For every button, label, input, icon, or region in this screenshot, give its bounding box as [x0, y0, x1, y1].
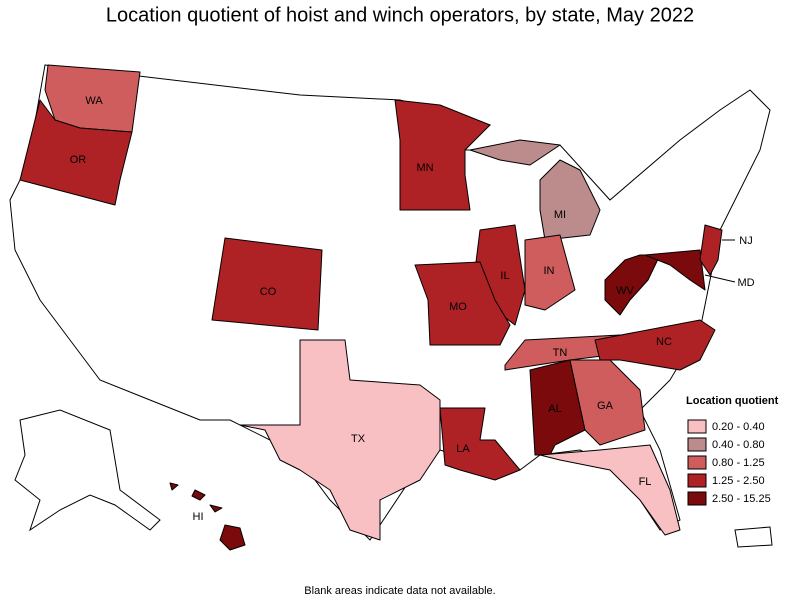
state-label: TN	[553, 347, 568, 359]
footnote: Blank areas indicate data not available.	[304, 585, 495, 597]
legend-label: 1.25 - 2.50	[712, 475, 765, 487]
state	[19, 99, 133, 206]
state	[524, 234, 576, 311]
state-label: MI	[554, 209, 566, 221]
state	[539, 444, 681, 536]
title: Location quotient of hoist and winch ope…	[106, 4, 694, 26]
legend-swatch	[687, 455, 707, 470]
legend-title: Location quotient	[686, 395, 779, 407]
state	[211, 237, 323, 331]
legend-swatch	[687, 473, 707, 488]
state-label: CO	[260, 286, 277, 298]
state	[239, 339, 441, 541]
state	[439, 407, 521, 481]
legend-swatch	[687, 437, 707, 452]
state-label: FL	[639, 476, 652, 488]
state-label: HI	[193, 511, 204, 523]
legend-label: 2.50 - 15.25	[712, 493, 771, 505]
state	[169, 482, 246, 551]
state-label: LA	[456, 443, 470, 455]
state-label: MD	[737, 277, 754, 289]
state-label: TX	[351, 433, 366, 445]
legend-swatch	[687, 419, 707, 434]
state-label: OR	[70, 154, 87, 166]
leader-line	[704, 274, 736, 283]
puerto-rico	[734, 526, 773, 548]
state-label: MN	[416, 162, 433, 174]
state	[469, 139, 601, 241]
state-label: MO	[449, 301, 467, 313]
state-label: NJ	[739, 235, 752, 247]
state	[604, 254, 661, 316]
state-label: WV	[616, 285, 634, 297]
state-label: NC	[656, 336, 672, 348]
state-label: AL	[548, 403, 561, 415]
legend-label: 0.80 - 1.25	[712, 457, 765, 469]
state-label: IL	[500, 270, 509, 282]
state	[699, 224, 723, 276]
state	[414, 261, 511, 346]
alaska	[14, 409, 161, 532]
legend-swatch	[687, 491, 707, 506]
legend-label: 0.20 - 0.40	[712, 421, 765, 433]
legend-label: 0.40 - 0.80	[712, 439, 765, 451]
state-label: WA	[85, 95, 103, 107]
state	[644, 249, 706, 291]
state	[394, 99, 491, 211]
state	[594, 319, 716, 371]
state-label: IN	[544, 265, 555, 277]
state-label: GA	[597, 400, 614, 412]
